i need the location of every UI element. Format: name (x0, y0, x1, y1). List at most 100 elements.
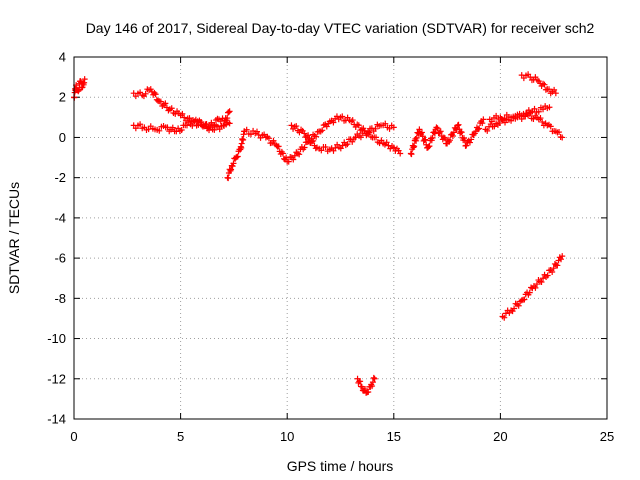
data-point (550, 265, 557, 272)
data-point (419, 133, 426, 140)
data-point (369, 379, 376, 386)
data-point (169, 124, 176, 131)
data-point (531, 105, 538, 112)
data-point (247, 131, 254, 138)
data-point (541, 81, 548, 88)
data-point (386, 125, 393, 132)
data-point (433, 124, 440, 131)
data-point (322, 144, 329, 151)
data-point (137, 121, 144, 128)
data-point (501, 115, 508, 122)
data-point (142, 90, 149, 97)
data-point (362, 385, 369, 392)
data-point (358, 383, 365, 390)
x-tick-label: 10 (280, 429, 294, 444)
data-point (211, 121, 218, 128)
data-point (538, 279, 545, 286)
plot-frame (73, 56, 608, 420)
data-point (228, 166, 235, 173)
y-tick-label: -6 (54, 251, 66, 266)
data-point (369, 383, 376, 390)
data-point (240, 136, 247, 143)
data-point (518, 297, 525, 304)
y-tick-label: -10 (47, 331, 66, 346)
data-point (383, 139, 390, 146)
data-point (253, 128, 260, 135)
data-point (366, 129, 373, 136)
data-point (450, 129, 457, 136)
data-point (559, 253, 566, 260)
data-point (162, 100, 169, 107)
data-point (339, 113, 346, 120)
data-point (463, 142, 470, 149)
x-tick-label: 15 (387, 429, 401, 444)
chart-title: Day 146 of 2017, Sidereal Day-to-day VTE… (86, 20, 595, 36)
data-point (556, 129, 563, 136)
data-point (203, 120, 210, 127)
data-point (151, 89, 158, 96)
data-point (539, 118, 546, 125)
data-point (270, 137, 277, 144)
data-point (515, 302, 522, 309)
data-point (243, 126, 250, 133)
data-point (373, 134, 380, 141)
data-point (479, 120, 486, 127)
data-point (308, 138, 315, 145)
data-point (413, 137, 420, 144)
data-point (370, 374, 377, 381)
data-point (447, 137, 454, 144)
data-point (378, 137, 385, 144)
data-point (206, 122, 213, 129)
data-point (147, 86, 154, 93)
data-point (81, 76, 88, 83)
data-point (449, 132, 456, 139)
data-point (157, 98, 164, 105)
data-point (319, 127, 326, 134)
data-point (422, 136, 429, 143)
data-point (532, 284, 539, 291)
data-point (179, 110, 186, 117)
data-point (152, 91, 159, 98)
data-point (372, 125, 379, 132)
data-point (411, 143, 418, 150)
data-point (540, 275, 547, 282)
data-point (491, 123, 498, 130)
data-point (454, 122, 461, 129)
data-point (305, 132, 312, 139)
y-tick-label: -4 (54, 210, 66, 225)
data-point (554, 262, 561, 269)
data-point (436, 129, 443, 136)
data-point (291, 152, 298, 159)
data-point (225, 175, 232, 182)
data-point (301, 144, 308, 151)
y-tick-label: -14 (47, 412, 66, 427)
data-point (330, 119, 337, 126)
data-point (549, 268, 556, 275)
data-point (189, 122, 196, 129)
data-point (283, 154, 290, 161)
data-point (357, 378, 364, 385)
data-point (501, 314, 508, 321)
y-tick-label: 4 (59, 50, 66, 65)
data-point (293, 123, 300, 130)
y-tick-label: -2 (54, 170, 66, 185)
data-point (416, 126, 423, 133)
data-point (522, 113, 529, 120)
data-point (493, 112, 500, 119)
data-point (413, 134, 420, 141)
data-point (168, 105, 175, 112)
y-tick-label: -12 (47, 371, 66, 386)
data-point (332, 144, 339, 151)
data-point (323, 123, 330, 130)
data-point (221, 117, 228, 124)
data-point (198, 118, 205, 125)
data-point (466, 139, 473, 146)
data-point (265, 135, 272, 142)
data-point (294, 150, 301, 157)
data-point (434, 125, 441, 132)
data-point (313, 133, 320, 140)
data-point (512, 115, 519, 122)
data-point (310, 137, 317, 144)
data-point (540, 106, 547, 113)
